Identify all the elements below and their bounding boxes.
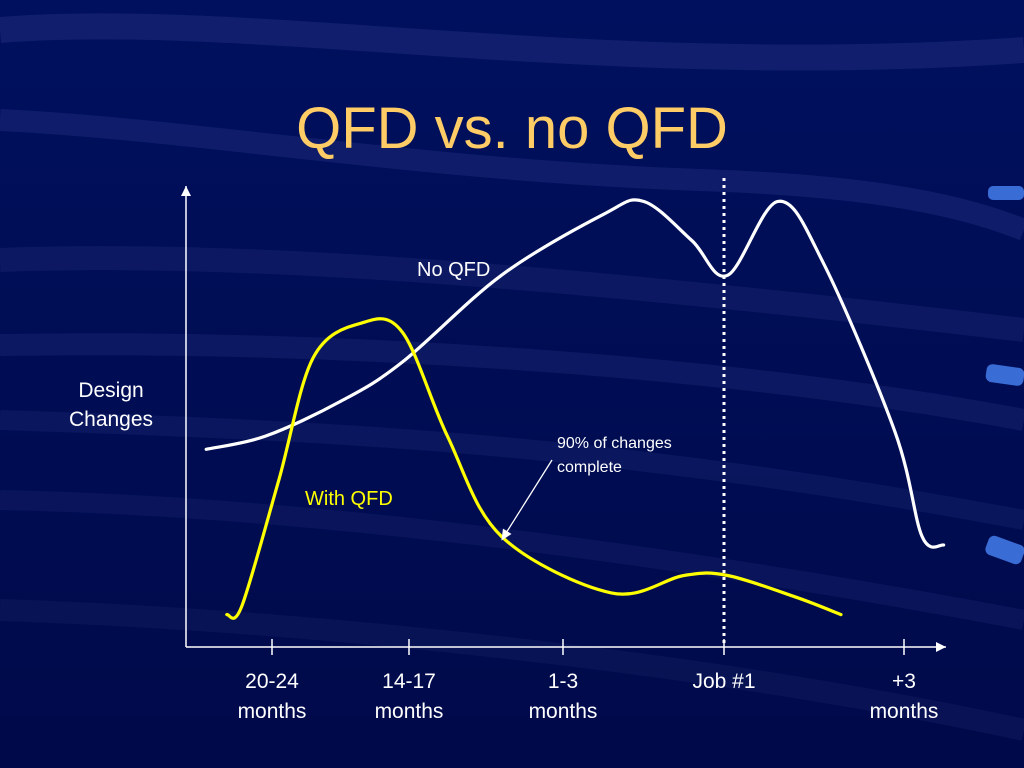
x-tick-label: 14-17 months bbox=[349, 667, 469, 727]
y-axis-label-line-2: Changes bbox=[68, 408, 154, 431]
x-tick-label-line: months bbox=[374, 700, 444, 723]
annotation-arrow-line bbox=[503, 459, 553, 536]
series-line-with-qfd bbox=[225, 317, 843, 620]
annotation-line-1: 90% of changes bbox=[557, 435, 672, 452]
x-tick-label-line: 1-3 bbox=[547, 670, 579, 693]
x-tick-label-line: +3 bbox=[892, 670, 916, 693]
x-tick-label: Job #1 bbox=[664, 667, 784, 697]
x-tick-label-line: months bbox=[237, 700, 307, 723]
x-tick-label-line: 14-17 bbox=[382, 670, 436, 693]
x-tick-label-line: months bbox=[528, 700, 598, 723]
x-tick-label-line: 20-24 bbox=[245, 670, 299, 693]
series-line-no-qfd bbox=[204, 198, 946, 549]
x-tick-label-line: months bbox=[869, 700, 939, 723]
annotation-line-2: complete bbox=[557, 459, 622, 476]
y-axis-label-line-1: Design bbox=[78, 379, 144, 402]
series-label-no-qfd: No QFD bbox=[417, 259, 491, 281]
annotation-arrow-head bbox=[501, 528, 512, 541]
right-accent-1 bbox=[988, 186, 1024, 200]
series-label-with-qfd: With QFD bbox=[305, 488, 393, 510]
y-axis-arrow bbox=[181, 186, 191, 196]
x-tick-label-line: Job #1 bbox=[692, 670, 756, 693]
x-axis-arrow bbox=[936, 642, 946, 652]
right-accent-3 bbox=[985, 535, 1024, 565]
slide-title: QFD vs. no QFD bbox=[296, 96, 728, 161]
annotation-90-percent: 90% of changes complete bbox=[557, 432, 727, 480]
right-accent-2 bbox=[985, 364, 1024, 386]
x-tick-label: 20-24 months bbox=[212, 667, 332, 727]
x-tick-label: +3 months bbox=[844, 667, 964, 727]
y-axis-label: Design Changes bbox=[48, 376, 174, 434]
x-tick-label: 1-3 months bbox=[503, 667, 623, 727]
